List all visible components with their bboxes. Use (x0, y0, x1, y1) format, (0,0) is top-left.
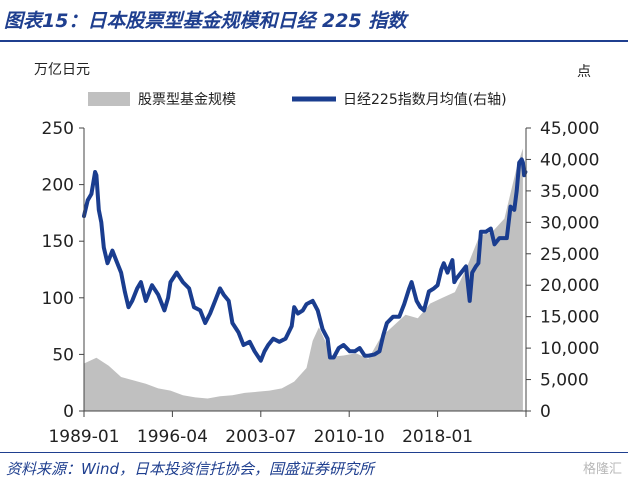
watermark: 格隆汇 (582, 462, 622, 477)
right-tick-label: 30,000 (540, 213, 599, 233)
series-fund-area (84, 148, 523, 411)
right-tick-label: 15,000 (540, 308, 599, 328)
right-tick-label: 25,000 (540, 245, 599, 265)
right-tick-label: 5,000 (540, 371, 589, 391)
left-tick-label: 200 (42, 176, 74, 196)
x-tick-label: 1996-04 (137, 427, 208, 447)
left-tick-label: 50 (52, 345, 74, 365)
axes: 0 50 100 150 200 250 0 5,000 10,000 15,000 20,000 2… (42, 119, 600, 447)
right-tick-label: 10,000 (540, 339, 599, 359)
source-note: 资料来源：Wind，日本投资信托协会，国盛证券研究所 (6, 460, 375, 478)
left-tick-label: 250 (42, 119, 74, 139)
legend: 股票型基金规模 日经225指数月均值(右轴) (88, 91, 507, 108)
right-tick-label: 20,000 (540, 276, 599, 296)
x-tick-label: 2010-10 (314, 427, 385, 447)
right-tick-label: 0 (540, 402, 551, 422)
x-tick-label: 2018-01 (402, 427, 473, 447)
right-axis-unit: 点 (577, 64, 591, 80)
right-tick-label: 40,000 (540, 150, 599, 170)
x-tick-label: 1989-01 (48, 427, 119, 447)
right-tick-label: 45,000 (540, 119, 599, 139)
x-tick-label: 2003-07 (225, 427, 296, 447)
series-nikkei-line (82, 157, 528, 363)
chart-title: 图表15：日本股票型基金规模和日经 225 指数 (4, 10, 407, 32)
chart-canvas: 万亿日元 点 股票型基金规模 日经225指数月均值(右轴) 0 50 100 150 2… (34, 62, 600, 447)
plot-area (82, 148, 528, 411)
legend-label-nikkei: 日经225指数月均值(右轴) (343, 92, 507, 108)
left-axis-unit: 万亿日元 (34, 62, 90, 78)
left-tick-label: 150 (42, 232, 74, 252)
right-tick-label: 35,000 (540, 182, 599, 202)
left-tick-label: 0 (63, 402, 74, 422)
title-divider (0, 40, 628, 42)
footer-divider (0, 452, 628, 453)
legend-swatch-fund (88, 92, 130, 106)
legend-label-fund: 股票型基金规模 (138, 91, 236, 108)
left-tick-label: 100 (42, 289, 74, 309)
